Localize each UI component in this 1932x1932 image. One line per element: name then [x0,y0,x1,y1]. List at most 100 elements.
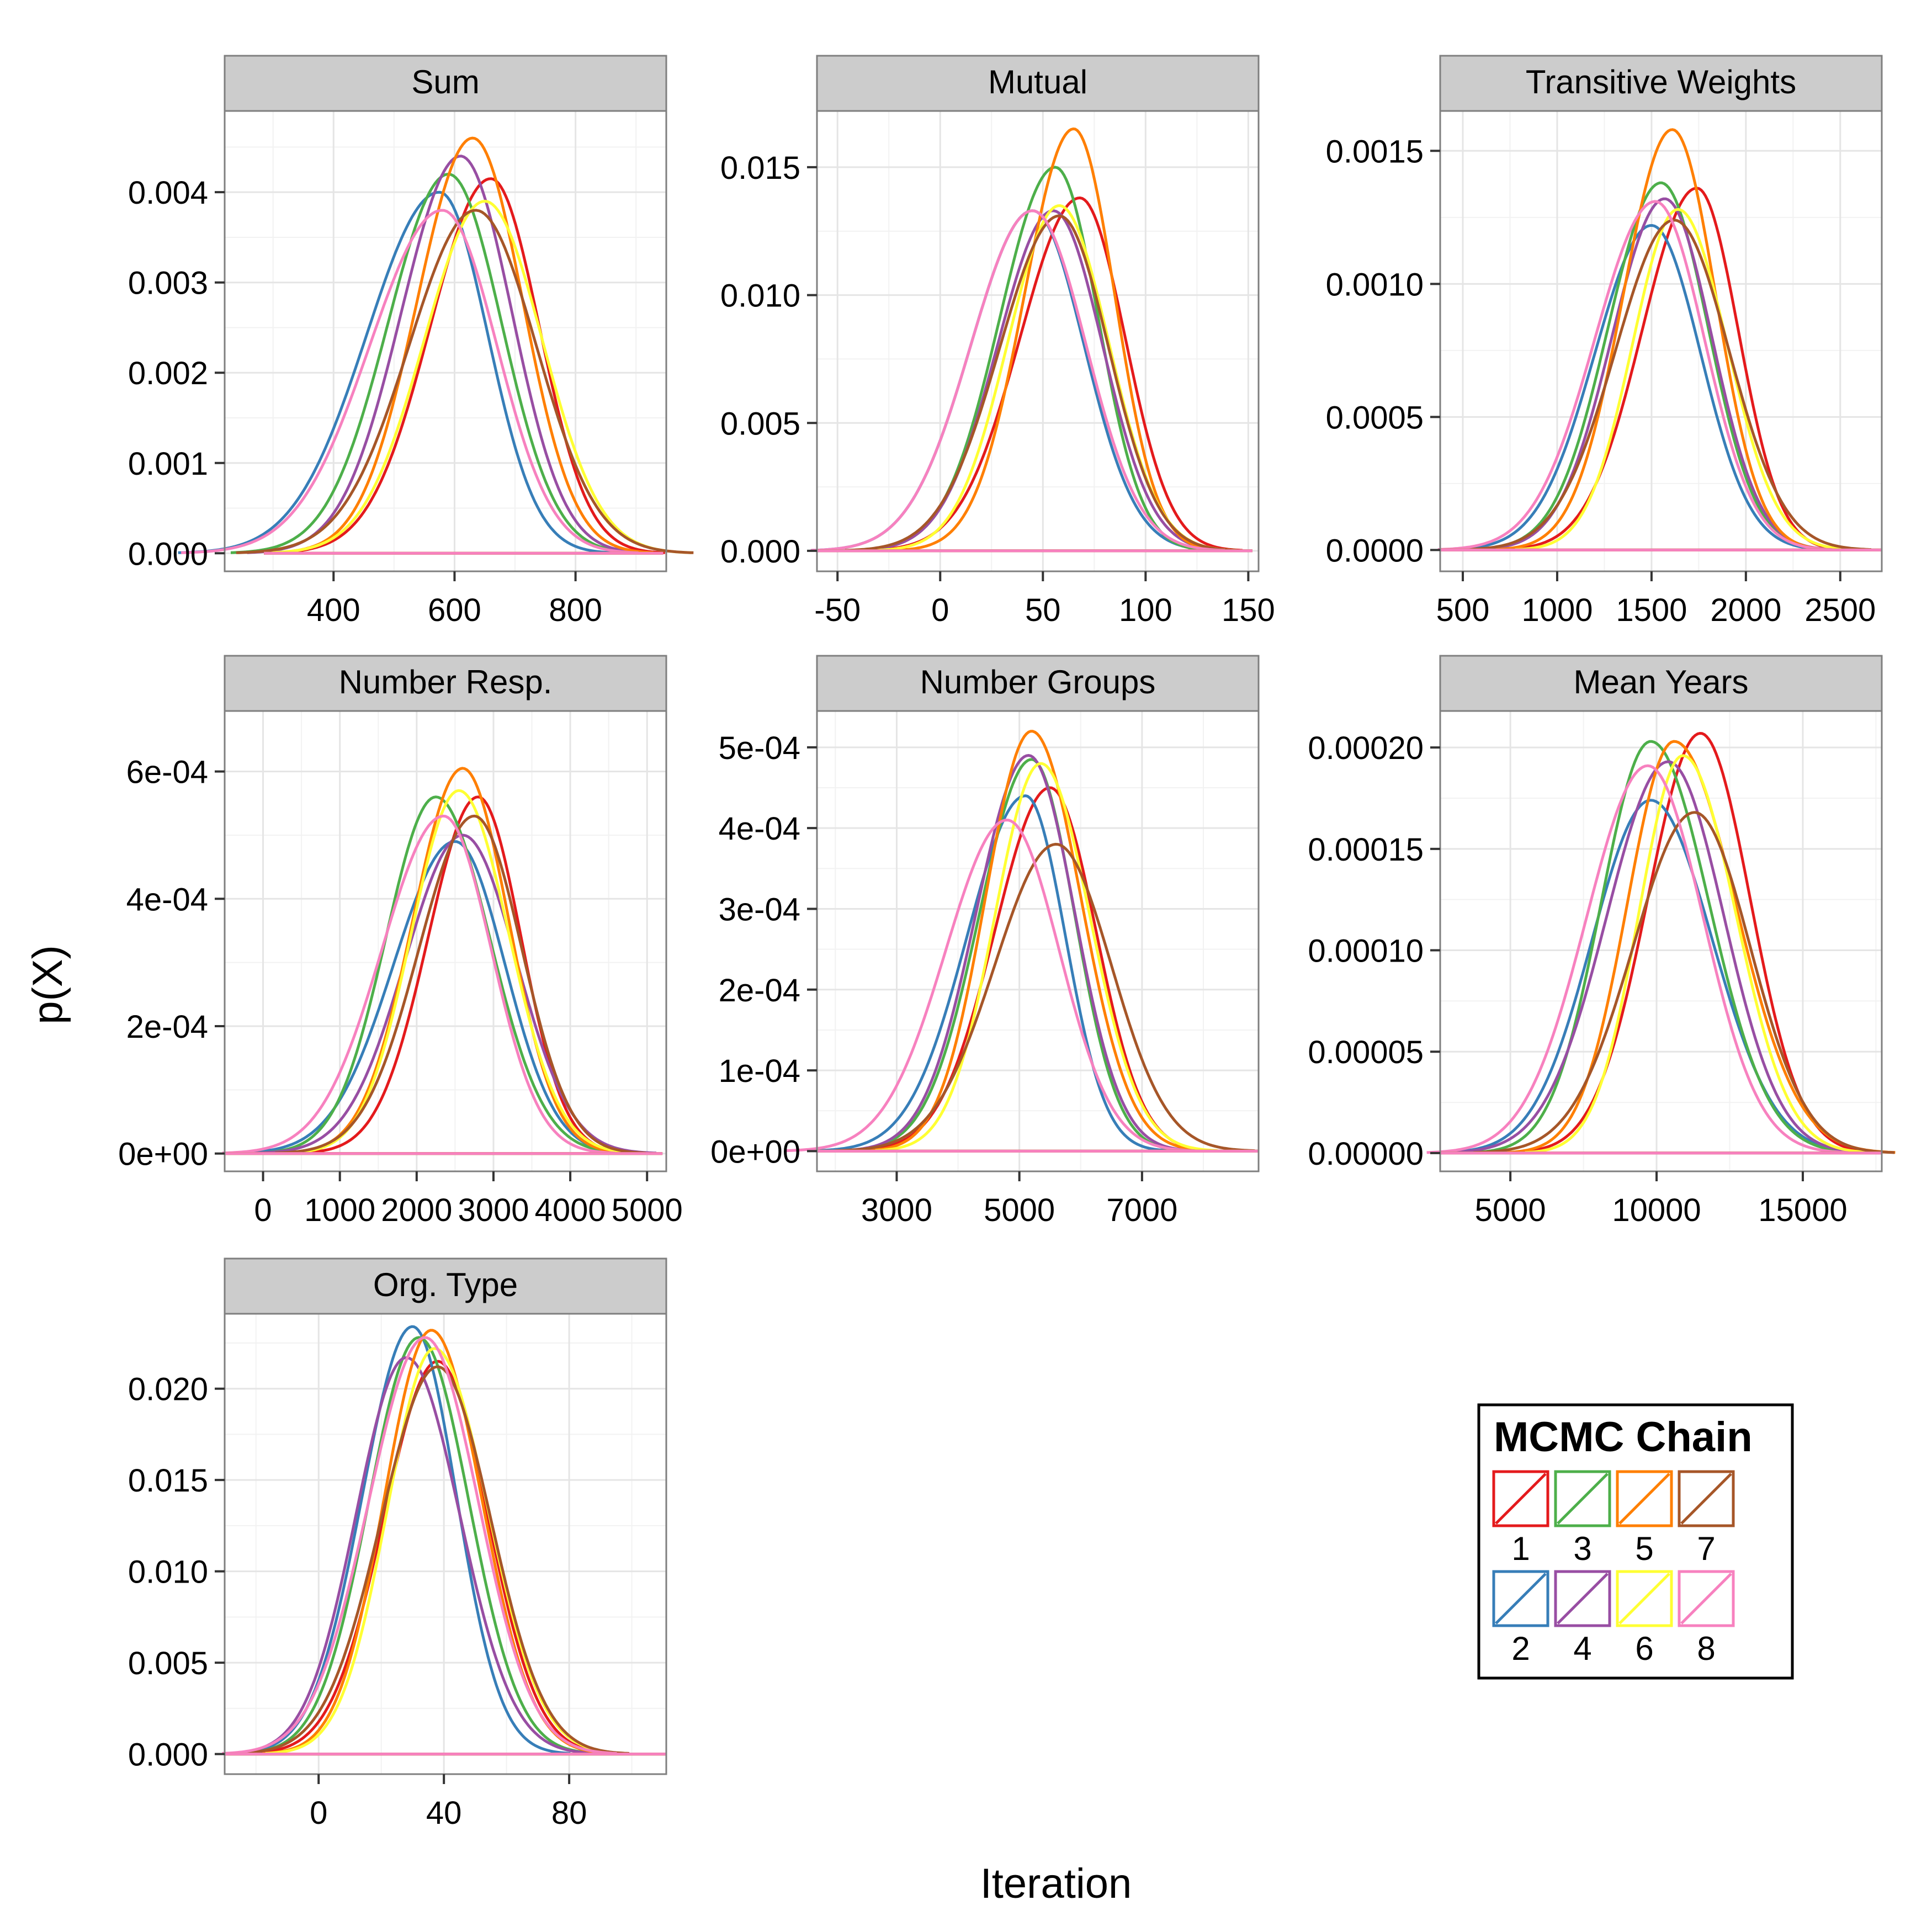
x-tick-label: 400 [307,592,360,628]
y-axis: 0e+00 1e-04 2e-04 3e-04 4e-04 5e-04 [710,730,817,1170]
panel-6: Mean Years0.000000.000050.000100.000150.… [1308,655,1896,1228]
density-line-chain-3 [1472,740,1862,1154]
legend-key-chain-3: 3 [1554,1470,1611,1567]
x-tick-label: 10000 [1612,1192,1701,1228]
density-line-chain-2 [178,190,614,554]
y-axis: 0.0000 0.0005 0.0010 0.0015 [1326,134,1440,569]
panel-strip [816,55,1260,112]
density-line-chain-2 [1447,224,1828,551]
density-line-chain-3 [238,1336,599,1755]
density-line-chain-3 [843,758,1187,1152]
legend-key-chain-4: 4 [1554,1570,1611,1667]
legend-key-chain-6: 6 [1616,1570,1673,1667]
plot-background [817,711,1259,1171]
x-tick-label: 15000 [1758,1192,1847,1228]
density-line-chain-4 [1474,197,1835,551]
x-axis: 500 1000 1500 2000 2500 [1436,571,1876,628]
legend-keys: 1 2 3 4 5 6 7 8 [1492,1470,1735,1667]
y-tick-label: 0.000 [128,1737,208,1773]
density-curves [810,128,1252,553]
density-curves [178,136,694,555]
panel-4: Number Resp. 0e+00 2e-04 4e-04 6e-04 0 1000 200… [118,655,683,1228]
density-line-chain-8 [1437,200,1832,551]
panel-border [224,110,667,572]
y-tick-label: 0.0015 [1326,134,1424,169]
y-axis: 0.00000 0.00005 0.00010 0.00015 0.00020 [1308,730,1440,1172]
density-line-chain-7 [236,209,694,554]
panel-title: Mean Years [1574,664,1749,700]
x-tick-label: 0 [310,1795,327,1831]
density-line-chain-7 [845,214,1237,552]
x-tick-label: 150 [1222,592,1275,628]
legend-swatch-line [1680,1473,1732,1525]
legend-key-chain-8: 8 [1678,1570,1735,1667]
y-tick-label: 0.005 [128,1646,208,1681]
x-tick-label: 0 [931,592,949,628]
plot-background [225,1314,666,1774]
x-tick-label: 500 [1436,592,1490,628]
y-axis: 0.000 0.005 0.010 0.015 0.020 [128,1372,225,1773]
legend-title: MCMC Chain [1494,1414,1753,1461]
y-tick-label: 0.000 [128,536,208,572]
density-line-chain-3 [230,173,640,554]
x-axis-label: Iteration [980,1860,1132,1907]
y-tick-label: 0.00005 [1308,1034,1424,1070]
x-tick-label: 4000 [535,1192,606,1228]
density-line-chain-7 [235,1365,630,1755]
legend-label: 6 [1635,1630,1653,1667]
legend-swatch-line [1557,1473,1609,1525]
density-curves [786,730,1259,1153]
x-tick-label: 2000 [381,1192,452,1228]
legend-key-chain-1: 1 [1492,1470,1549,1567]
panel-strip [816,655,1260,712]
y-tick-label: 0.0010 [1326,267,1424,302]
density-line-chain-5 [272,136,654,554]
y-tick-label: 0.0000 [1326,533,1424,569]
legend: MCMC Chain 1 2 3 4 5 6 7 8 [1477,1403,1794,1680]
y-tick-label: 5e-04 [719,730,800,766]
density-curves [1437,128,1882,551]
y-tick-label: 0.0005 [1326,400,1424,436]
density-curves [222,767,663,1155]
legend-key-chain-2: 2 [1492,1570,1549,1667]
x-tick-label: 800 [549,592,602,628]
x-tick-label: 5000 [984,1192,1055,1228]
x-tick-label: 3000 [861,1192,932,1228]
density-curves [222,1325,666,1756]
legend-swatch-line [1495,1573,1547,1625]
legend-key-chain-5: 5 [1616,1470,1673,1567]
y-tick-label: 0.010 [128,1554,208,1590]
y-tick-label: 0.010 [720,278,800,314]
x-tick-label: 3000 [458,1192,529,1228]
density-line-chain-7 [1463,219,1871,551]
panel-border [224,1313,667,1775]
legend-label: 7 [1697,1530,1715,1567]
y-axis: 0e+00 2e-04 4e-04 6e-04 [118,755,225,1172]
y-tick-label: 0.00010 [1308,933,1424,969]
panel-border [816,110,1260,572]
x-tick-label: 5000 [612,1192,683,1228]
density-line-chain-5 [1495,128,1829,551]
legend-label: 5 [1635,1530,1653,1567]
x-tick-label: -50 [814,592,861,628]
plot-background [225,711,666,1171]
legend-swatch-line [1557,1573,1609,1625]
y-axis-label: p(X) [24,945,71,1025]
x-tick-label: 5000 [1475,1192,1546,1228]
density-line-chain-6 [1515,208,1855,551]
y-tick-label: 6e-04 [126,755,208,790]
y-tick-label: 0.001 [128,446,208,482]
panel-strip [224,655,667,712]
y-tick-label: 2e-04 [719,973,800,1009]
plot-background [1440,711,1882,1171]
y-tick-label: 4e-04 [719,811,800,847]
x-tick-label: 0 [254,1192,272,1228]
legend-label: 2 [1511,1630,1530,1667]
legend-swatch-line [1618,1473,1670,1525]
density-line-chain-1 [298,795,633,1155]
density-line-chain-4 [226,1356,598,1755]
panel-title: Mutual [988,63,1087,100]
density-curves [1426,732,1896,1155]
x-tick-label: 40 [426,1795,462,1831]
